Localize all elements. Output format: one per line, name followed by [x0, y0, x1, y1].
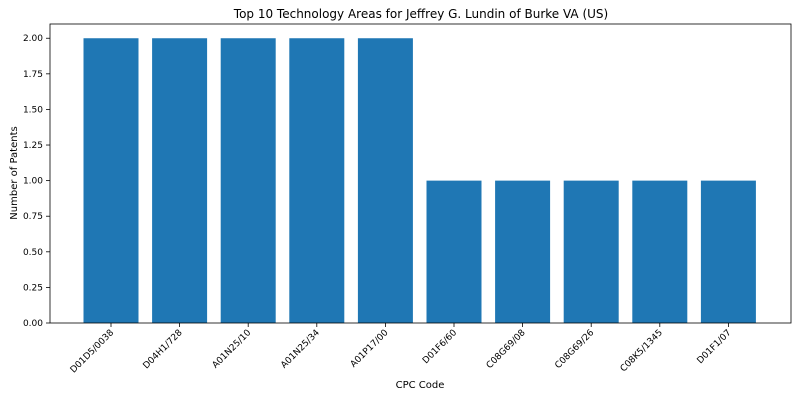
bar: [221, 38, 276, 323]
y-axis: 0.00 0.25 0.50 0.75 1.00 1.25 1.50 1.75 2.00: [23, 34, 50, 329]
x-tick-label: C08K5/1345: [619, 328, 665, 374]
bar: [152, 38, 207, 323]
y-tick-label: 1.75: [23, 70, 43, 80]
y-tick-label: 1.00: [23, 177, 43, 187]
x-tick-label: A01N25/34: [279, 328, 322, 371]
bar: [495, 181, 550, 323]
x-tick-label: C08G69/08: [485, 328, 528, 371]
bar: [564, 181, 619, 323]
y-tick-label: 0.50: [23, 248, 43, 258]
bar: [701, 181, 756, 323]
y-axis-label: Number of Patents: [9, 126, 20, 219]
y-tick-label: 0.25: [23, 283, 43, 293]
bar: [358, 38, 413, 323]
y-tick-label: 0.00: [23, 319, 43, 329]
y-tick-label: 0.75: [23, 212, 43, 222]
y-tick-label: 2.00: [23, 34, 43, 44]
x-tick-label: D01F1/07: [695, 328, 733, 366]
chart-title: Top 10 Technology Areas for Jeffrey G. L…: [233, 7, 608, 21]
y-tick-label: 1.25: [23, 141, 43, 151]
x-axis: D01D5/0038 D04H1/728 A01N25/10 A01N25/34 A01…: [69, 323, 734, 375]
bar: [632, 181, 687, 323]
x-tick-label: D01F6/60: [421, 328, 459, 366]
x-tick-label: A01N25/10: [211, 328, 254, 371]
x-tick-label: D04H1/728: [142, 328, 185, 371]
bar: [427, 181, 482, 323]
y-tick-label: 1.50: [23, 105, 43, 115]
x-tick-label: C08G69/26: [553, 328, 596, 371]
bar: [84, 38, 139, 323]
bars-group: [84, 38, 756, 323]
bar: [289, 38, 344, 323]
x-axis-label: CPC Code: [396, 380, 445, 391]
x-tick-label: A01P17/00: [349, 328, 391, 370]
x-tick-label: D01D5/0038: [69, 328, 117, 376]
